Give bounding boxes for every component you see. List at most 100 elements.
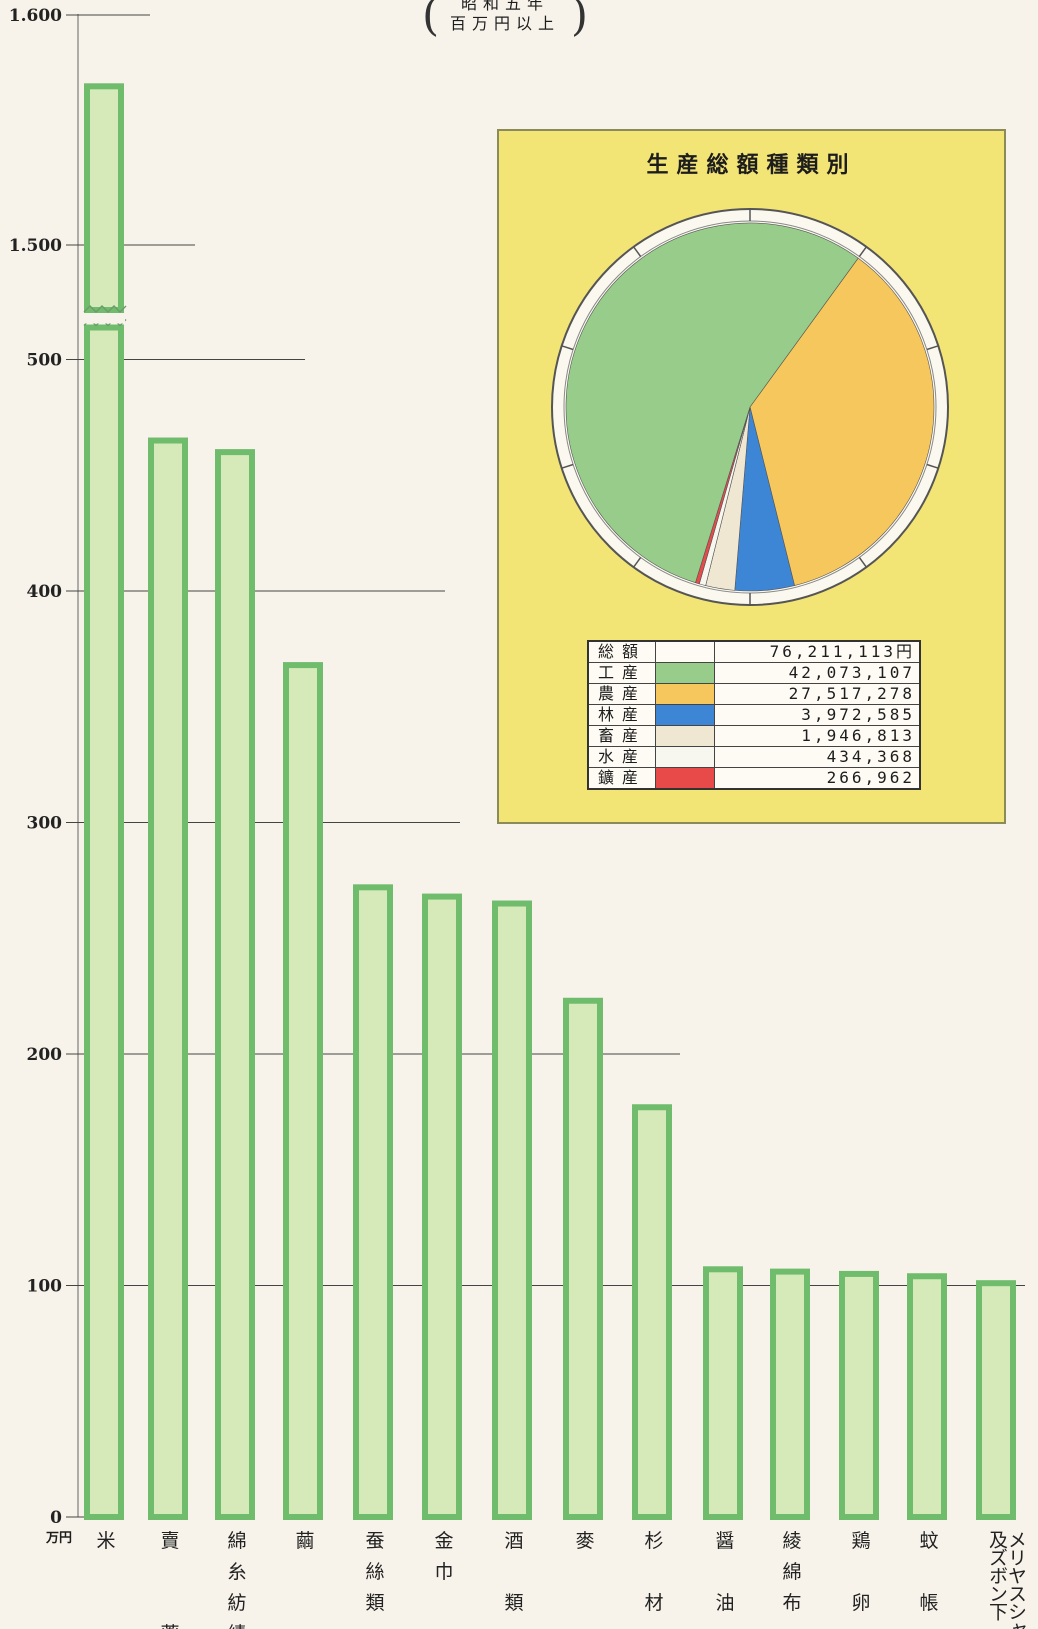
pie-ring-tick [633, 557, 642, 568]
chart-subtitle: ( 昭和五年 百万円以上 ) [422, 0, 588, 44]
category-label: 紡 [227, 1592, 246, 1614]
legend-row: 農産 27,517,278 [587, 683, 921, 705]
legend-value: 266,962 [714, 767, 921, 790]
legend-swatch [655, 704, 715, 726]
bar [84, 83, 124, 313]
legend-row: 林産 3,972,585 [587, 704, 921, 726]
legend-row: 工産 42,073,107 [587, 662, 921, 684]
subtitle-line1: 昭和五年 [460, 0, 549, 13]
category-label: 杉 [644, 1530, 663, 1552]
y-tick-label: 200 [27, 1045, 63, 1065]
category-label: 蚊 [919, 1530, 938, 1552]
category-label: 卵 [851, 1592, 870, 1614]
legend-label: 工産 [587, 662, 656, 684]
pie-ring-tick [633, 246, 642, 257]
pie-ring-tick [561, 345, 574, 351]
category-label: 麥 [575, 1530, 594, 1552]
legend-value: 3,972,585 [714, 704, 921, 726]
category-label: 材 [644, 1592, 663, 1614]
y-tick-label: 100 [27, 1277, 63, 1297]
legend-row: 水産 434,368 [587, 746, 921, 768]
bar [353, 884, 393, 1520]
legend-label: 鑛産 [587, 767, 656, 790]
unit-label: 万円 [46, 1531, 73, 1546]
category-label: 金 [434, 1530, 453, 1552]
legend-value: 27,517,278 [714, 683, 921, 705]
y-tick-label: 400 [27, 582, 63, 602]
category-label: 油 [715, 1592, 734, 1614]
category-label: 繭 [295, 1530, 314, 1552]
y-tick-label: 1.500 [9, 236, 62, 256]
paren-right: ) [570, 0, 594, 41]
category-label: 綾 [782, 1530, 801, 1552]
category-label: 績 [227, 1623, 246, 1629]
pie-panel: 生産総額種類別 総額 76,211,113円工産 42,073,107 農産 27,51… [497, 129, 1006, 824]
legend-swatch [655, 683, 715, 705]
axis-break-gap [83, 314, 125, 324]
bar [703, 1266, 743, 1521]
legend-swatch [655, 662, 715, 684]
y-tick-label: 0 [50, 1508, 62, 1528]
legend-swatch [655, 640, 715, 663]
pie-ring-tick [858, 557, 867, 568]
bar [839, 1270, 879, 1521]
bar [148, 437, 188, 1520]
axis-break-mark [83, 305, 127, 313]
pie-legend: 総額 76,211,113円工産 42,073,107 農産 27,517,278 林産 3… [587, 640, 921, 790]
bar [283, 662, 323, 1520]
legend-row-total: 総額 76,211,113円 [587, 640, 921, 663]
category-label: 綿 [782, 1561, 801, 1583]
category-label: 賣 [160, 1530, 179, 1552]
category-label: 及ズボン下 [986, 1530, 1008, 1621]
bar [770, 1268, 810, 1520]
category-label: 米 [96, 1530, 115, 1552]
bar [215, 449, 255, 1521]
legend-label: 総額 [587, 640, 656, 663]
y-tick-label: 300 [27, 814, 63, 834]
legend-swatch [655, 767, 715, 790]
category-label: 綿 [227, 1530, 246, 1552]
pie-ring-tick [561, 463, 574, 469]
category-label: メリヤスシャツ [1005, 1530, 1027, 1629]
category-label: 醤 [715, 1530, 734, 1552]
category-label: 類 [504, 1592, 523, 1614]
category-label: 帳 [919, 1592, 938, 1614]
subtitle-line2: 百万円以上 [449, 14, 560, 33]
pie-title: 生産総額種類別 [646, 152, 857, 178]
category-label: 薬 [160, 1623, 179, 1629]
bar [492, 900, 532, 1520]
bar [907, 1273, 947, 1520]
category-label: 布 [782, 1592, 801, 1614]
category-label: 巾 [434, 1561, 453, 1583]
legend-swatch [655, 725, 715, 747]
category-label: 酒 [504, 1530, 523, 1552]
legend-label: 水産 [587, 746, 656, 768]
category-label: 蚕 [365, 1530, 384, 1552]
legend-value: 76,211,113円 [714, 640, 921, 663]
y-tick-label: 1.600 [9, 6, 62, 26]
category-label: 鶏 [851, 1530, 870, 1552]
category-label: 糸 [227, 1561, 246, 1583]
bar [976, 1280, 1016, 1521]
paren-left: ( [422, 0, 446, 41]
legend-value: 42,073,107 [714, 662, 921, 684]
legend-label: 農産 [587, 683, 656, 705]
category-label: 絲 [365, 1561, 384, 1583]
legend-row: 鑛産 266,962 [587, 767, 921, 790]
y-tick-label: 500 [27, 351, 63, 371]
legend-swatch [655, 746, 715, 768]
pie-chart [551, 208, 949, 606]
legend-value: 1,946,813 [714, 725, 921, 747]
legend-row: 畜産 1,946,813 [587, 725, 921, 747]
bar [422, 893, 462, 1520]
category-label: 類 [365, 1592, 384, 1614]
pie-ring-tick [858, 246, 867, 257]
legend-label: 林産 [587, 704, 656, 726]
bar [563, 997, 603, 1520]
legend-label: 畜産 [587, 725, 656, 747]
pie-slice [749, 257, 935, 586]
pie-slice [565, 222, 859, 584]
bar [632, 1104, 672, 1520]
